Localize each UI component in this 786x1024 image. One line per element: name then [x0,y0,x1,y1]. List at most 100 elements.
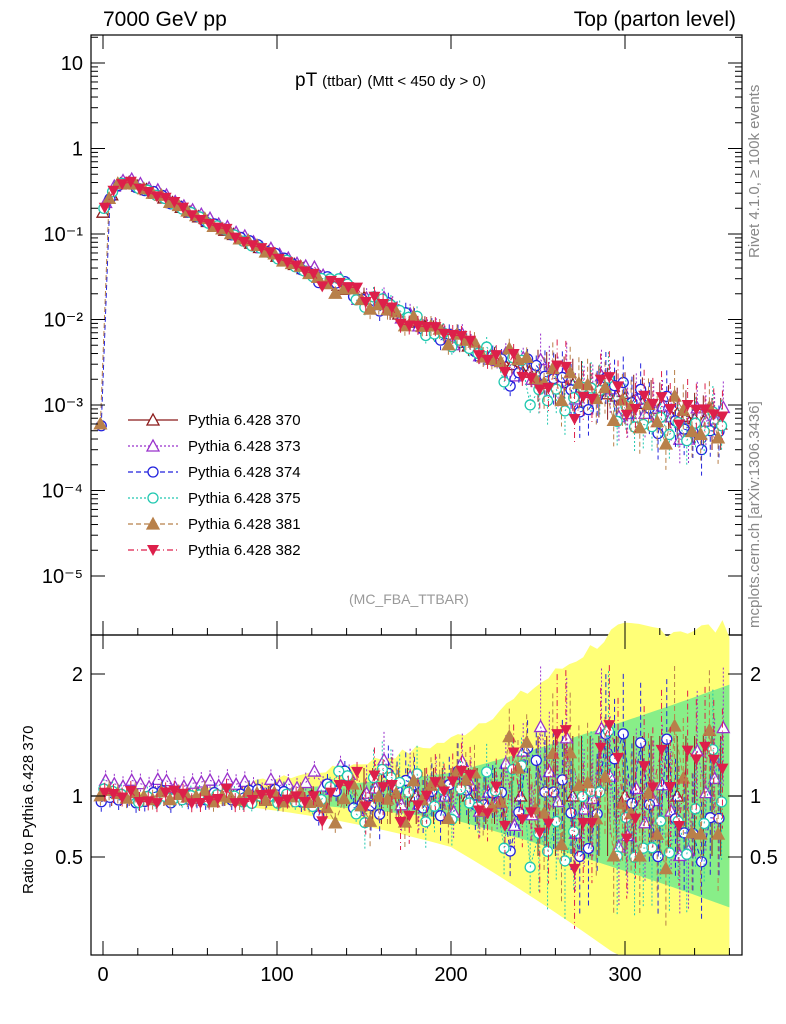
series-line-segment [226,228,236,238]
y-tick-label: 10 [61,53,83,75]
legend-label: Pythia 6.428 373 [188,438,301,455]
x-tick-label: 300 [608,964,641,986]
ratio-line-segment [477,771,488,807]
ratio-line-segment [408,805,419,817]
data-point [710,430,726,444]
ratio-line-segment [466,789,476,806]
series-line-segment [208,223,219,229]
mcplots-source-label: mcplots.cern.ch [arXiv:1306.3436] [746,401,763,628]
ratio-line-segment [261,793,271,796]
plot-title-main: pT [295,70,317,91]
ratio-line-segment [243,799,253,804]
series-line-segment [557,364,566,368]
ratio-line-segment [520,765,531,868]
ratio-line-segment [365,775,375,807]
ratio-point [359,801,372,813]
y-tick-label: 10⁻² [44,310,84,332]
ratio-point [133,796,146,808]
series-line-segment [700,407,710,435]
ratio-line-segment [561,779,572,814]
series-line-segment [99,198,110,424]
y-tick-label: 1 [72,139,83,161]
ratio-point [403,810,416,822]
data-point [389,304,404,318]
ratio-point [676,770,691,784]
ratio-point [150,772,165,786]
ratio-line-segment [165,790,175,793]
series-line-segment [513,353,523,378]
data-point [676,403,691,417]
ratio-line-segment [443,781,454,792]
ratio-line-segment [451,788,462,820]
ratio-point [715,796,728,808]
ratio-line-segment [487,786,497,814]
ratio-line-segment [513,752,523,820]
series-line-segment [708,407,719,438]
series-line-segment [452,334,462,337]
ratio-line-segment [661,784,672,812]
ratio-line-segment [391,784,402,823]
legend-marker [147,466,159,478]
ratio-line-segment [417,795,428,806]
data-point [672,419,685,431]
data-point [580,377,595,391]
data-point [690,404,703,416]
ratio-point [406,773,421,787]
ratio-point [585,818,598,830]
ratio-line-segment [661,749,671,788]
data-point [597,380,613,394]
series-line-segment [600,376,610,381]
ratio-point [194,798,207,810]
ratio-line-segment [360,805,371,822]
series-line-segment [547,365,558,389]
ratio-line-segment [560,752,571,845]
ratio-line-segment [505,763,516,826]
ratio-point [203,795,216,807]
series-line-segment [365,296,375,303]
ratio-line-segment [529,833,540,868]
plot-title-sub: (ttbar) [322,73,363,90]
ratio-line-segment [631,742,642,804]
series-line-segment [509,372,520,387]
ratio-point [220,771,235,785]
ratio-point [307,763,322,777]
legend-label: Pythia 6.428 382 [188,542,301,559]
legend: Pythia 6.428 370 Pythia 6.428 373 Pythia 6… [128,412,301,559]
ratio-line-segment [374,775,384,788]
series-line-segment [217,227,227,230]
ratio-line-segment [595,776,606,819]
ratio-line-segment [600,724,610,749]
ratio-line-segment [552,753,562,845]
data-point [585,394,598,406]
series-line-segment [287,261,297,266]
ratio-line-segment [565,730,576,869]
ratio-line-segment [425,805,435,823]
series-line-segment [156,195,166,199]
ratio-line-segment [531,726,542,815]
ratio-line-segment [113,793,123,798]
ratio-point [650,826,665,840]
rivet-version-label: Rivet 4.1.0, ≥ 100k events [746,84,763,258]
ratio-line-segment [334,798,345,824]
ratio-point [389,785,404,799]
series-6-ratio [98,665,729,929]
ratio-line-segment [478,810,488,814]
ratio-line-segment [648,793,658,835]
ratio-line-segment [494,790,505,849]
ratio-point [237,797,250,809]
ratio-line-segment [182,793,193,804]
ratio-point [185,798,198,810]
series-line-segment [520,360,531,406]
ratio-point [615,796,630,810]
ratio-line-segment [634,766,645,819]
data-point [519,349,534,363]
series-line-segment [616,405,627,422]
ratio-line-segment [288,783,298,789]
ratio-line-segment [156,792,167,804]
ratio-line-segment [691,832,701,835]
plot-title-cond: (Mtt < 450 dy > 0) [367,73,486,90]
series-line-segment [278,258,288,263]
data-point [571,375,586,389]
ratio-point [533,719,548,733]
data-point [116,179,129,191]
